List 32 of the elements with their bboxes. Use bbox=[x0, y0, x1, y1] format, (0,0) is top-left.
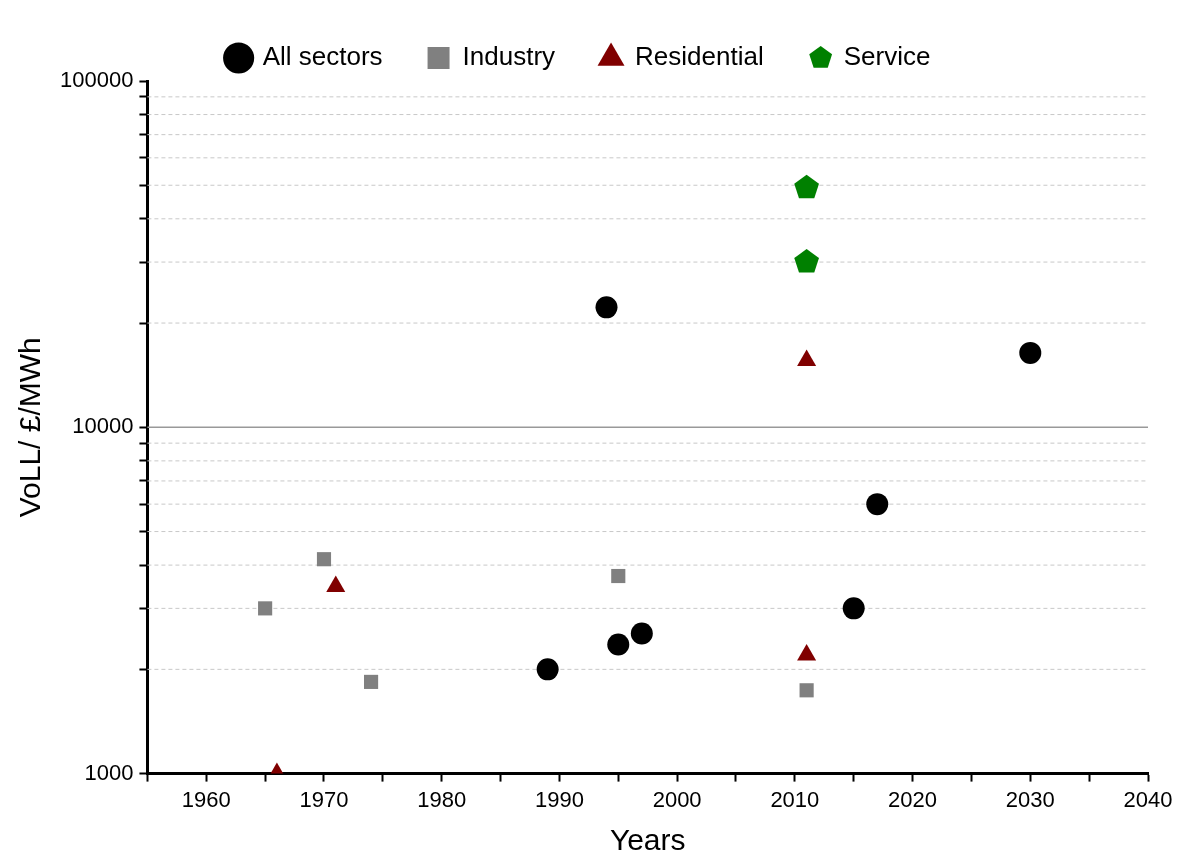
legend-label: All sectors bbox=[262, 41, 383, 72]
point bbox=[611, 568, 626, 584]
point bbox=[794, 249, 819, 273]
point bbox=[316, 552, 332, 567]
y-tick-label: 1000 bbox=[84, 759, 134, 785]
x-tick-label: 1980 bbox=[417, 786, 467, 812]
point bbox=[794, 174, 819, 199]
y-tick-label: 10000 bbox=[72, 413, 134, 439]
legend-label: Service bbox=[843, 41, 931, 72]
x-tick-label: 1970 bbox=[299, 786, 349, 812]
point bbox=[842, 597, 865, 620]
point bbox=[536, 658, 559, 681]
point bbox=[607, 633, 630, 656]
legend-label: Residential bbox=[635, 41, 764, 72]
point bbox=[630, 622, 653, 645]
point bbox=[1019, 341, 1042, 364]
legend-label: Industry bbox=[462, 41, 556, 72]
point bbox=[258, 601, 273, 616]
x-tick-label: 1960 bbox=[181, 786, 231, 812]
y-tick-label: 100000 bbox=[59, 67, 134, 93]
x-tick-label: 2000 bbox=[652, 786, 702, 812]
y-axis-title: VoLL/ £/MWh bbox=[13, 337, 47, 518]
point bbox=[364, 674, 379, 689]
x-tick-label: 2010 bbox=[770, 786, 820, 812]
point bbox=[799, 683, 814, 698]
x-tick-label: 2030 bbox=[1005, 786, 1055, 812]
point bbox=[866, 493, 889, 516]
x-tick-label: 1990 bbox=[534, 786, 584, 812]
point bbox=[595, 296, 618, 319]
x-tick-label: 2020 bbox=[888, 786, 938, 812]
x-tick-label: 2040 bbox=[1123, 786, 1173, 812]
x-axis-title: Years bbox=[609, 823, 686, 857]
